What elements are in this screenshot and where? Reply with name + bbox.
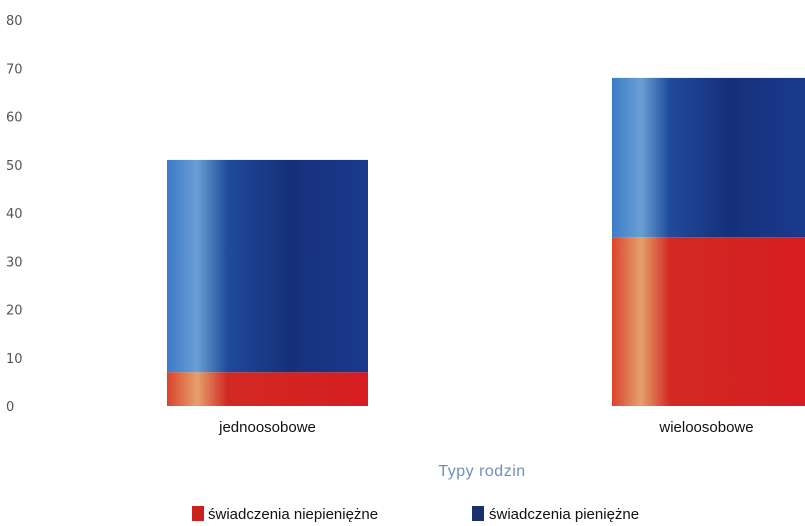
x-category-label: wieloosobowe [658,419,753,436]
y-tick-label: 60 [6,111,23,126]
legend-swatch [192,506,204,521]
y-tick-label: 40 [6,207,23,222]
y-tick-label: 10 [6,352,23,367]
y-tick-label: 50 [6,159,23,174]
legend-label: świadczenia pieniężne [489,506,639,523]
y-tick-label: 70 [6,62,23,77]
legend: świadczenia niepieniężne świadczenia pien… [192,506,639,523]
y-tick-label: 20 [6,304,23,319]
bar-segment-pieniezne-2 [612,77,805,238]
bar-segment-niepieniezne-2 [612,237,805,406]
legend-swatch [472,506,484,521]
y-axis: 0 10 20 30 40 50 60 70 80 [6,14,23,415]
x-axis: jednoosobowe wieloosobowe [218,419,753,436]
bar-segment-niepieniezne-1 [167,372,368,406]
y-tick-label: 0 [6,400,14,415]
bar-segment-pieniezne-1 [167,159,368,373]
y-tick-label: 30 [6,255,23,270]
bars [167,77,805,406]
x-axis-title: Typy rodzin [438,463,525,480]
legend-label: świadczenia niepieniężne [208,506,378,523]
y-tick-label: 80 [6,14,23,29]
x-category-label: jednoosobowe [218,419,316,436]
